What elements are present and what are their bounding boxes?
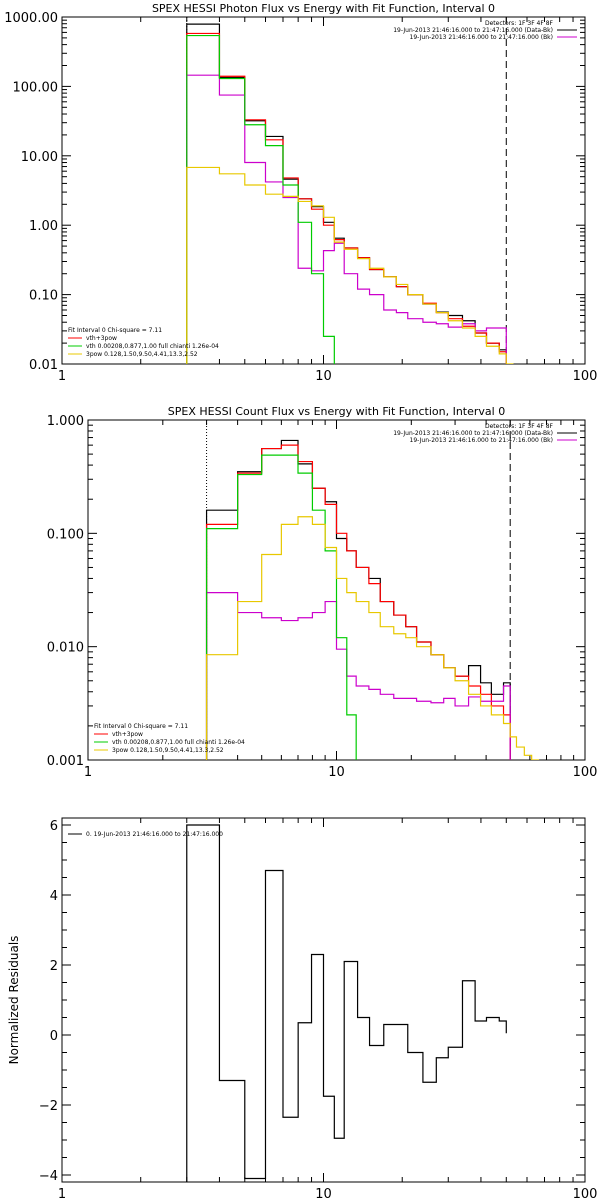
series-vth-3pow	[186, 32, 507, 364]
x-tick-label: 1	[84, 765, 92, 780]
x-tick-label: 1	[58, 369, 66, 384]
legend-entry: vth 0.00208,0.877,1.00 full chianti 1.26…	[112, 739, 245, 746]
series-bk	[186, 74, 507, 364]
x-tick-label: 10	[315, 1187, 332, 1200]
chart-title: SPEX HESSI Photon Flux vs Energy with Fi…	[152, 2, 495, 15]
series-data-bk	[205, 439, 511, 760]
legend-entry: 19-Jun-2013 21:46:16.000 to 21:47:16.000…	[410, 437, 553, 444]
y-tick-label: 1.000	[47, 414, 84, 429]
y-tick-label: −2	[39, 1099, 58, 1114]
series-residuals	[186, 824, 507, 1182]
series-vth-3pow	[205, 444, 511, 760]
legend-entry: 19-Jun-2013 21:46:16.000 to 21:47:16.000…	[393, 27, 553, 34]
legend-entry: 19-Jun-2013 21:46:16.000 to 21:47:16.000…	[393, 430, 553, 437]
series-3pow	[186, 166, 514, 364]
y-tick-label: 2	[50, 959, 58, 974]
legend-entry: 19-Jun-2013 21:46:16.000 to 21:47:16.000…	[410, 34, 553, 41]
y-tick-label: 0.01	[29, 358, 58, 373]
legend-entry: Detectors: 1F 3F 4F 8F	[485, 423, 554, 430]
legend-entry: vth 0.00208,0.877,1.00 full chianti 1.26…	[86, 343, 219, 350]
y-tick-label: 0	[50, 1029, 58, 1044]
y-tick-label: 0.001	[47, 754, 84, 769]
y-tick-label: 1000.00	[4, 11, 58, 26]
series-vth	[205, 454, 357, 760]
x-tick-label: 10	[315, 369, 332, 384]
legend-entry: vth+3pow	[112, 731, 143, 738]
x-tick-label: 100	[573, 1187, 598, 1200]
x-tick-label: 100	[573, 369, 598, 384]
y-tick-label: 10.00	[21, 150, 58, 165]
series-vth	[186, 34, 335, 364]
legend-entry: 0. 19-Jun-2013 21:46:16.000 to 21:47:16.…	[86, 831, 223, 838]
legend-entry: Fit Interval 0 Chi-square = 7.11	[68, 327, 162, 334]
residuals-chart: Normalized Residuals 1 10 100 −4 −2 0 2 4 6 0. 19-…	[7, 817, 598, 1200]
x-tick-label: 10	[328, 765, 345, 780]
y-tick-label: 1.00	[29, 219, 58, 234]
y-tick-label: 100.00	[13, 80, 59, 95]
count-flux-chart: SPEX HESSI Count Flux vs Energy with Fit…	[47, 405, 598, 780]
legend-entry: 3pow 0.128,1.50,9.50,4.41,13.3,2.52	[86, 351, 198, 358]
legend-entry: Detectors: 1F 3F 4F 8F	[485, 20, 554, 27]
x-tick-label: 1	[58, 1187, 66, 1200]
series-3pow	[205, 516, 540, 760]
y-axis-label: Normalized Residuals	[7, 936, 21, 1065]
y-tick-label: 0.010	[47, 641, 84, 656]
y-tick-label: 0.100	[47, 527, 84, 542]
legend-entry: vth+3pow	[86, 335, 117, 342]
legend-entry: 3pow 0.128,1.50,9.50,4.41,13.3,2.52	[112, 747, 224, 754]
y-tick-label: 0.10	[29, 289, 58, 304]
photon-flux-chart: SPEX HESSI Photon Flux vs Energy with Fi…	[4, 2, 598, 384]
series-bk	[205, 591, 511, 760]
y-tick-label: −4	[39, 1169, 58, 1184]
chart-title: SPEX HESSI Count Flux vs Energy with Fit…	[168, 405, 505, 418]
legend-entry: Fit Interval 0 Chi-square = 7.11	[94, 723, 188, 730]
y-tick-label: 4	[50, 889, 58, 904]
x-tick-label: 100	[573, 765, 598, 780]
y-tick-label: 6	[50, 819, 58, 834]
